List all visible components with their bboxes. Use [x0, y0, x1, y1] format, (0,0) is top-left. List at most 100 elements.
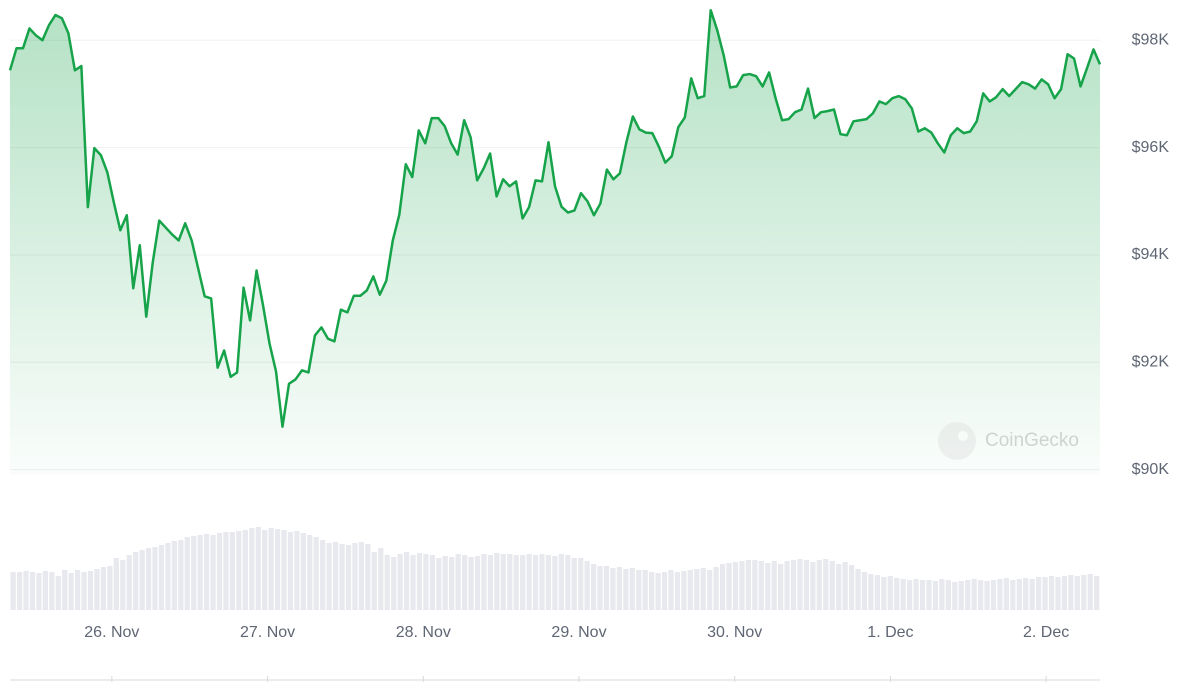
volume-bar: [1003, 578, 1010, 610]
volume-bar: [229, 532, 236, 610]
volume-bar: [707, 570, 713, 610]
volume-bar: [281, 530, 287, 610]
volume-bar: [113, 558, 119, 610]
volume-bar: [320, 540, 326, 610]
volume-bar: [990, 580, 997, 610]
volume-bar: [481, 554, 487, 610]
volume-bar: [513, 555, 519, 610]
volume-bar: [887, 576, 893, 610]
volume-bar: [16, 572, 23, 610]
volume-bar: [823, 559, 829, 610]
volume-bar: [29, 572, 36, 610]
volume-bar: [423, 554, 429, 610]
volume-bar: [765, 563, 771, 610]
y-tick-label: $96K: [1132, 139, 1170, 156]
volume-bar: [597, 566, 603, 610]
volume-bar: [216, 533, 223, 610]
volume-bar: [126, 555, 132, 610]
x-tick-label: 29. Nov: [551, 624, 606, 641]
volume-bar: [500, 554, 506, 610]
volume-bar: [623, 569, 629, 610]
y-tick-label: $92K: [1132, 354, 1170, 371]
volume-bar: [416, 553, 423, 610]
price-area: [10, 10, 1100, 475]
volume-bar: [68, 573, 74, 610]
volume-bar: [223, 532, 229, 610]
volume-bar: [545, 555, 552, 610]
volume-bar: [778, 564, 784, 610]
volume-bar: [274, 529, 281, 610]
volume-bar: [687, 570, 693, 610]
volume-bar: [713, 567, 719, 610]
volume-bar: [636, 570, 642, 610]
volume-bar: [397, 554, 403, 610]
volume-bar: [10, 572, 16, 610]
volume-bar: [49, 572, 55, 610]
watermark: CoinGecko: [938, 422, 1079, 460]
volume-bar: [23, 571, 29, 610]
volume-bar: [313, 537, 319, 610]
volume-bar: [461, 555, 468, 610]
volume-bar: [1068, 575, 1074, 610]
volume-bar: [848, 565, 855, 610]
volume-bar: [1074, 576, 1080, 610]
volume-bar: [158, 545, 165, 610]
y-tick-label: $94K: [1132, 246, 1170, 263]
y-tick-label: $98K: [1132, 31, 1170, 48]
volume-bar: [81, 572, 87, 610]
volume-bar: [945, 580, 951, 610]
volume-bar: [629, 568, 635, 610]
volume-bar: [520, 555, 526, 610]
volume-bar: [262, 530, 268, 610]
volume-bar: [436, 558, 442, 610]
volume-bar: [655, 573, 661, 610]
volume-bar: [900, 579, 906, 610]
volume-bar: [829, 561, 835, 610]
x-tick-label: 26. Nov: [84, 624, 139, 641]
watermark-text: CoinGecko: [985, 430, 1079, 451]
volume-bar: [403, 552, 410, 610]
watermark-logo: [938, 422, 976, 460]
volume-bar: [1016, 579, 1022, 610]
volume-bar: [603, 566, 610, 610]
volume-bar: [94, 569, 100, 610]
volume-bar: [984, 581, 990, 610]
volume-bar: [358, 542, 365, 610]
volume-bar: [449, 557, 455, 610]
x-tick-label: 2. Dec: [1023, 624, 1069, 641]
volume-bar: [152, 547, 158, 610]
volume-bar: [249, 528, 255, 610]
volume-bar: [965, 580, 971, 610]
volume-bar: [836, 564, 842, 610]
volume-bar: [584, 561, 590, 610]
volume-bar: [790, 560, 797, 610]
volume-bar: [771, 561, 777, 610]
volume-bar: [287, 532, 294, 610]
volume-bar: [732, 562, 739, 610]
volume-bar: [410, 555, 416, 610]
y-tick-label: $90K: [1132, 461, 1170, 478]
volume-bar: [294, 531, 300, 610]
volume-bar: [1010, 580, 1016, 610]
volume-bar: [668, 570, 674, 610]
volume-bar: [745, 560, 752, 610]
volume-bar: [474, 556, 481, 610]
volume-bar: [242, 530, 248, 610]
volume-bar: [133, 552, 139, 610]
volume-bar: [191, 536, 197, 610]
volume-bar: [616, 567, 623, 610]
volume-bar: [55, 576, 61, 610]
volume-bar: [932, 581, 939, 610]
volume-bar: [571, 558, 577, 610]
watermark-logo-eye: [958, 431, 968, 441]
volume-bar: [455, 554, 461, 610]
volume-bar: [674, 572, 681, 610]
volume-bar: [1042, 577, 1048, 610]
volume-bar: [907, 580, 913, 610]
volume-bar: [1055, 577, 1061, 610]
volume-bar: [1023, 578, 1029, 610]
volume-bar: [874, 575, 881, 610]
volume-bar: [326, 543, 332, 610]
volume-bar: [842, 562, 848, 610]
volume-bar: [894, 578, 900, 610]
